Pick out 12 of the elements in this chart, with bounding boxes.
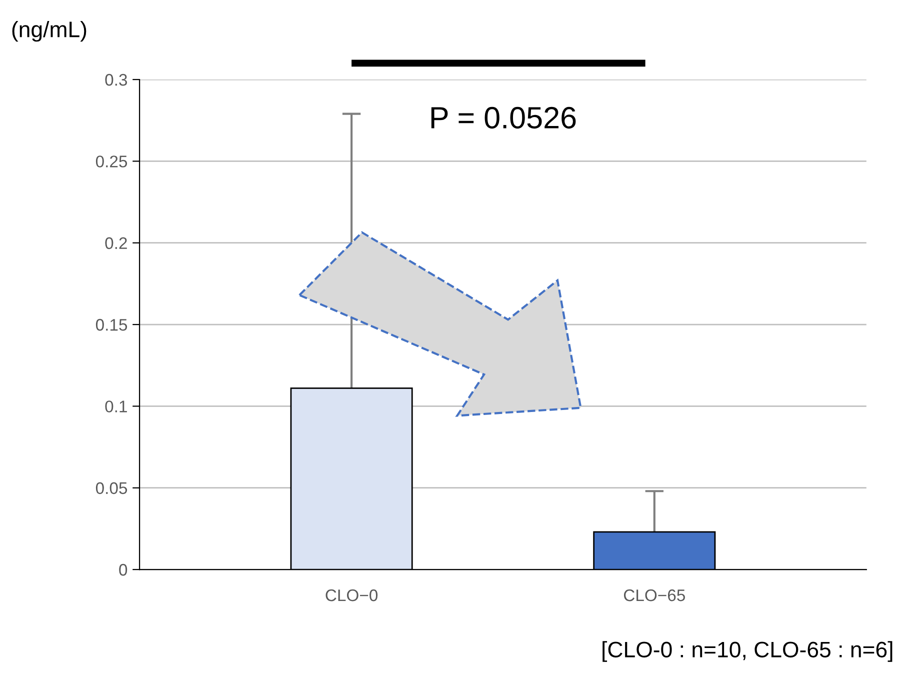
y-axis-title: (ng/mL)	[12, 20, 86, 42]
y-tick-label: 0	[119, 564, 128, 576]
y-tick-label: 0.25	[96, 156, 128, 168]
annotation: P = 0.0526	[431, 106, 576, 129]
y-tick-label: 0.15	[96, 318, 128, 331]
y-tick-label: 0.05	[96, 482, 128, 494]
text: [CLO-0 : n=10, CLO-65 : n=6]	[602, 641, 892, 662]
y-tick-label: 0.1	[105, 400, 127, 412]
y-tick-label: 0.3	[105, 74, 127, 86]
x-tick-label: CLO−0	[326, 589, 378, 602]
y-tick-label: 0.2	[105, 237, 127, 250]
x-tick-label: CLO−65	[624, 589, 685, 602]
